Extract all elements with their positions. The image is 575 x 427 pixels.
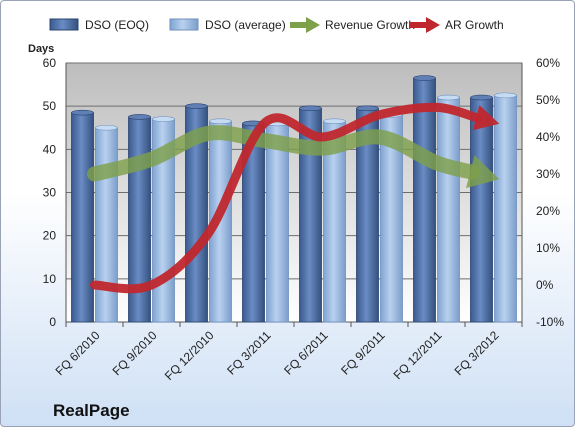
series-arrowhead-ar-growth [472,105,500,131]
bar-dso-eoq [413,77,436,323]
legend: DSO (EOQ) DSO (average) Revenue Growth AR G… [49,17,504,33]
bar-top [299,105,322,112]
legend-swatch [49,18,79,31]
y-tick-label: 10 [43,272,57,286]
x-tick-label: FQ 12/2011 [391,328,445,382]
legend-label: DSO (average) [205,18,286,32]
bar-dso-average [494,94,517,323]
x-tick-label: FQ 6/2011 [281,328,331,378]
legend-item: DSO (average) [169,18,286,32]
y-axis-title: Days [28,43,54,55]
legend-swatch-arrow [426,17,440,33]
legend-swatch [169,18,199,31]
y2-tick-label: 50% [536,93,560,107]
bar-top [152,116,175,122]
series-line-revenue-growth [87,125,480,182]
y-tick-label: 50 [43,99,57,113]
chart-title: RealPage [53,401,130,420]
bar-top [494,92,517,99]
bar-dso-eoq [71,112,94,323]
y2-tick-label: 20% [536,204,560,218]
legend-item: Revenue Growth [290,17,415,33]
bar-top [95,124,118,131]
bar-top [356,105,379,112]
legend-swatch-arrow [306,17,320,33]
y-tick-label: 60 [43,56,57,70]
x-tick-label: FQ 9/2010 [110,328,160,378]
y-tick-label: 0 [49,315,56,329]
x-tick-label: FQ 9/2011 [338,328,388,378]
y2-tick-label: 10% [536,241,560,255]
x-tick-label: FQ 6/2010 [53,328,103,378]
bar-top [185,103,208,109]
y-tick-label: 20 [43,229,57,243]
y2-tick-label: 60% [536,56,560,70]
bar-dso-average [266,123,289,323]
y-tick-label: 40 [43,142,57,156]
legend-item: DSO (EOQ) [49,18,149,32]
bar-top [128,114,151,120]
bar-top [71,109,94,116]
bar-dso-average [437,97,460,323]
y2-tick-label: 30% [536,167,560,181]
legend-item: AR Growth [410,17,504,33]
y2-tick-label: 0% [536,278,554,292]
bar-top [209,118,232,125]
bar-dso-average [95,127,118,323]
x-tick-label: FQ 3/2012 [452,328,502,378]
legend-label: Revenue Growth [325,18,415,32]
legend-label: DSO (EOQ) [85,18,149,32]
x-tick-label: FQ 12/2010 [162,328,217,383]
series-arrowhead-revenue-growth [465,155,500,189]
y-tick-label: 30 [43,186,57,200]
bar-top [323,118,346,125]
bar-top [413,75,436,81]
y2-tick-label: 40% [536,130,560,144]
legend-label: AR Growth [445,18,504,32]
bar-top [437,94,460,101]
bar-dso-eoq [470,97,493,323]
bar-top [470,94,493,101]
x-tick-label: FQ 3/2011 [224,328,274,378]
y2-tick-label: -10% [536,315,564,329]
series-line-ar-growth [90,102,483,294]
